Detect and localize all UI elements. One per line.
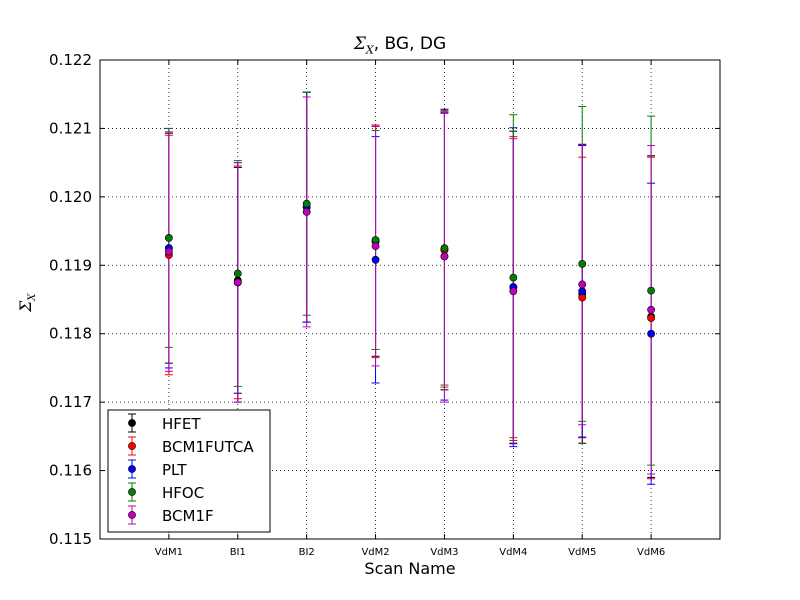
x-tick-label: VdM4 xyxy=(499,547,527,558)
legend-entry: PLT xyxy=(128,459,187,479)
legend-label: BCM1F xyxy=(162,507,214,525)
title-symbol: Σ xyxy=(353,34,366,54)
y-tick-label: 0.115 xyxy=(49,530,92,548)
data-point xyxy=(302,199,311,208)
legend-marker xyxy=(128,488,136,496)
x-tick-label: VdM3 xyxy=(430,547,458,558)
data-point xyxy=(647,314,656,322)
axis-ticks: 0.115 0.116 0.117 0.118 0.119 0.120 0.121 0.122… xyxy=(49,51,720,558)
x-tick-label: VdM5 xyxy=(568,547,596,558)
data-point xyxy=(647,305,656,314)
title-subscript: X xyxy=(365,43,374,57)
y-tick-label: 0.122 xyxy=(49,51,92,69)
data-point xyxy=(233,269,242,278)
chart-title: ΣX, BG, DG xyxy=(0,34,800,56)
legend-marker xyxy=(128,419,136,427)
data-point xyxy=(647,286,656,295)
points-bcm1f xyxy=(164,208,656,314)
data-point xyxy=(164,247,173,256)
data-point xyxy=(233,278,242,287)
points-hfoc xyxy=(164,199,656,295)
data-point xyxy=(440,244,449,253)
y-tick-label: 0.116 xyxy=(49,462,92,480)
ylabel-symbol: Σ xyxy=(16,300,35,312)
legend-label: HFET xyxy=(162,415,201,433)
data-point xyxy=(302,208,311,216)
data-point xyxy=(440,252,449,261)
legend-label: PLT xyxy=(162,461,187,479)
legend: HFET BCM1FUTCA PLT HFOC BCM1F xyxy=(107,409,271,533)
ylabel-subscript: X xyxy=(27,293,39,301)
legend-label: HFOC xyxy=(162,484,204,502)
data-point xyxy=(371,255,380,264)
y-tick-label: 0.118 xyxy=(49,325,92,343)
y-tick-label: 0.117 xyxy=(49,393,92,411)
title-rest: , BG, DG xyxy=(373,34,447,54)
data-point xyxy=(371,242,380,251)
y-tick-label: 0.121 xyxy=(49,119,92,137)
y-axis-label: ΣX xyxy=(16,272,39,312)
legend-marker xyxy=(128,442,136,450)
y-tick-label: 0.120 xyxy=(49,188,92,206)
x-tick-label: VdM2 xyxy=(361,547,389,558)
legend-marker xyxy=(128,511,136,519)
data-point xyxy=(509,287,518,296)
data-point xyxy=(647,329,656,338)
x-tick-label: VdM6 xyxy=(637,547,665,558)
data-point xyxy=(578,260,587,268)
series-layer xyxy=(164,91,656,485)
legend-entry: HFET xyxy=(128,413,201,433)
x-tick-label: BI1 xyxy=(230,547,246,558)
x-axis-label: Scan Name xyxy=(364,559,455,578)
data-point xyxy=(164,234,173,242)
x-tick-label: BI2 xyxy=(299,547,315,558)
data-point xyxy=(578,287,587,296)
legend-marker xyxy=(128,465,136,473)
data-point xyxy=(578,280,587,289)
plot-frame xyxy=(99,59,721,540)
legend-label: BCM1FUTCA xyxy=(162,438,254,456)
legend-entry: BCM1FUTCA xyxy=(128,436,254,456)
legend-entry: BCM1F xyxy=(128,505,214,525)
grid-lines xyxy=(100,60,720,539)
x-tick-label: VdM1 xyxy=(155,547,183,558)
y-tick-label: 0.119 xyxy=(49,256,92,274)
legend-entry: HFOC xyxy=(128,482,204,502)
data-point xyxy=(509,273,518,282)
